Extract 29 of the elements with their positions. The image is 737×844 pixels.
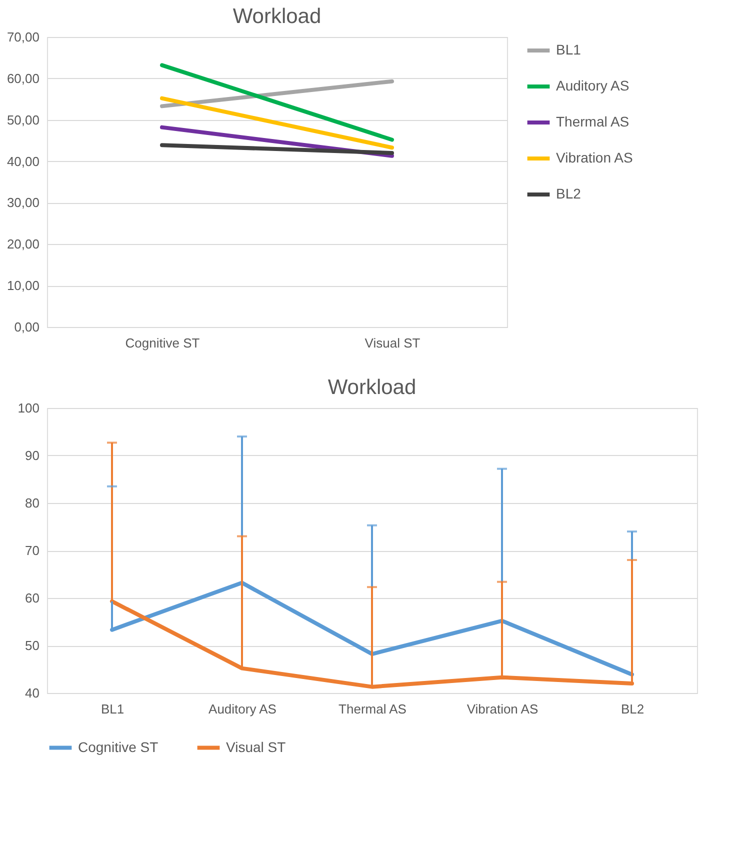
x-tick-label: Vibration AS <box>466 702 538 716</box>
y-tick-label: 60 <box>25 590 40 606</box>
y-tick-label: 0,00 <box>14 320 40 334</box>
y-tick-label: 20,00 <box>6 236 40 252</box>
chart-title: Workload <box>328 376 416 399</box>
y-tick-label: 90 <box>25 448 40 463</box>
legend-label: Auditory AS <box>556 78 630 94</box>
y-tick-label: 80 <box>25 496 40 510</box>
y-tick-label: 40,00 <box>6 154 40 169</box>
x-tick-label: Auditory AS <box>208 702 277 716</box>
legend-label: Cognitive ST <box>78 738 159 755</box>
y-tick-label: 50 <box>25 638 40 653</box>
legend-label: Thermal AS <box>556 114 630 130</box>
y-tick-label: 70,00 <box>6 30 40 44</box>
x-tick-label: BL2 <box>620 702 644 716</box>
y-tick-label: 40 <box>25 686 40 700</box>
chart-title: Workload <box>232 5 322 28</box>
y-tick-label: 60,00 <box>6 70 40 86</box>
legend-label: BL1 <box>556 42 582 58</box>
y-tick-label: 30,00 <box>6 195 40 210</box>
y-tick-label: 100 <box>18 400 40 416</box>
y-tick-label: 70 <box>25 543 40 558</box>
y-tick-label: 10,00 <box>6 278 40 294</box>
y-tick-label: 50,00 <box>6 112 40 128</box>
legend-label: BL2 <box>556 186 582 202</box>
legend-label: Vibration AS <box>556 150 633 166</box>
x-tick-label: Thermal AS <box>338 702 407 716</box>
legend-label: Visual ST <box>226 738 286 755</box>
x-tick-label: BL1 <box>100 702 124 716</box>
